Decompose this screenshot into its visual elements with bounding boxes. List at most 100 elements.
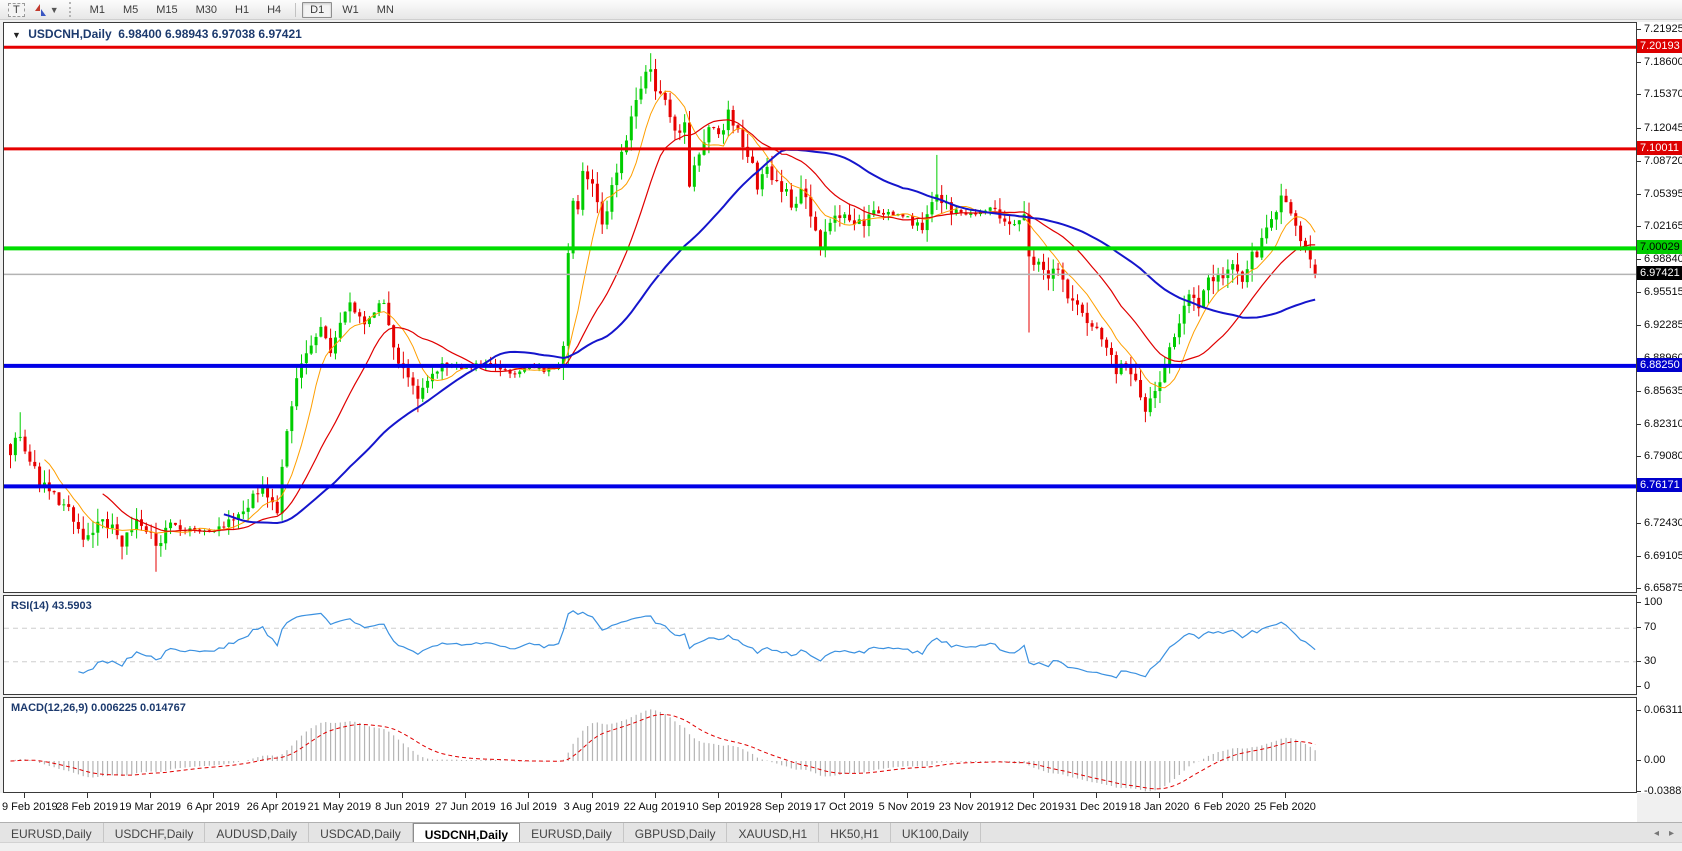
candle-body <box>241 511 245 515</box>
candle-body <box>1071 298 1075 301</box>
chart-tab-eurusd-daily[interactable]: EURUSD,Daily <box>520 823 624 843</box>
axis-tick-mark <box>1637 627 1641 629</box>
candle-body <box>624 140 628 153</box>
candle-body <box>629 116 633 141</box>
chart-tab-audusd-daily[interactable]: AUDUSD,Daily <box>205 823 310 843</box>
candle-body <box>135 518 139 531</box>
chart-tab-usdcnh-daily[interactable]: USDCNH,Daily <box>412 823 521 843</box>
timeframe-button-mn[interactable]: MN <box>376 3 394 16</box>
candle-body <box>1017 220 1021 225</box>
candle-body <box>76 522 80 529</box>
date-tick-label: 17 Oct 2019 <box>813 801 874 813</box>
timeframe-button-h4[interactable]: H4 <box>267 3 282 16</box>
toolbar-grip[interactable] <box>68 2 75 17</box>
candle-body <box>159 543 163 547</box>
chart-tab-eurusd-daily[interactable]: EURUSD,Daily <box>0 823 104 843</box>
candle-body <box>537 367 541 369</box>
candle-body <box>959 209 963 213</box>
date-tick-label: 28 Sep 2019 <box>749 801 812 813</box>
candle-body <box>329 337 333 354</box>
rsi-canvas[interactable] <box>4 596 1636 694</box>
main-chart-panel[interactable]: ▼ USDCNH,Daily 6.98400 6.98943 6.97038 6… <box>3 22 1637 593</box>
date-tick-label: 5 Nov 2019 <box>878 801 935 813</box>
timeframe-button-m30[interactable]: M30 <box>195 3 218 16</box>
candle-body <box>232 519 236 521</box>
collapse-arrow-icon[interactable]: ▼ <box>12 30 21 40</box>
candle-body <box>949 202 953 214</box>
arrow-style-button[interactable]: ▼ <box>31 2 61 18</box>
candle-body <box>780 181 784 192</box>
candle-body <box>222 526 226 528</box>
candle-body <box>1124 363 1128 365</box>
chart-tab-hk50-h1[interactable]: HK50,H1 <box>819 823 891 843</box>
candle-body <box>644 71 648 89</box>
date-tick-mark <box>276 793 278 798</box>
timeframe-button-m15[interactable]: M15 <box>156 3 178 16</box>
chart-tab-uk100-daily[interactable]: UK100,Daily <box>891 823 981 843</box>
price-tick-label: 6.82310 <box>1644 418 1682 431</box>
candle-body <box>1303 240 1307 247</box>
candle-body <box>867 214 871 227</box>
rsi-tick-label: 100 <box>1644 596 1663 608</box>
candle-body <box>673 116 677 131</box>
candle-body <box>236 514 240 520</box>
price-axis[interactable]: 7.21925 7.18600 7.15370 7.12045 7.08720 7.053… <box>1637 22 1682 797</box>
date-tick-label: 22 Aug 2019 <box>623 801 686 813</box>
timeframe-button-d1[interactable]: D1 <box>302 1 333 18</box>
timeframe-button-m5[interactable]: M5 <box>122 3 139 16</box>
candle-body <box>1289 202 1293 214</box>
date-tick-label: 21 May 2019 <box>307 801 372 813</box>
candle-body <box>911 216 915 226</box>
moving-average-20 <box>102 119 1316 533</box>
text-tool-button[interactable]: T <box>8 2 25 17</box>
date-tick-label: 31 Dec 2019 <box>1064 801 1128 813</box>
date-tick-label: 6 Apr 2019 <box>186 801 240 813</box>
tab-scroll-right-icon[interactable]: ▸ <box>1668 827 1674 839</box>
axis-tick-mark <box>1637 602 1641 603</box>
macd-canvas[interactable] <box>4 698 1636 792</box>
tab-scroll-left-icon[interactable]: ◂ <box>1653 827 1659 839</box>
candle-body <box>275 501 279 514</box>
candle-body <box>1056 268 1060 270</box>
rsi-panel[interactable]: RSI(14) 43.5903 <box>3 595 1637 695</box>
timeframe-button-w1[interactable]: W1 <box>342 3 359 16</box>
candle-body <box>435 371 439 374</box>
candle-body <box>741 129 745 148</box>
candle-body <box>421 387 425 399</box>
rsi-line <box>78 610 1316 679</box>
arrows-icon <box>34 3 46 16</box>
date-axis[interactable]: 9 Feb 2019 28 Feb 2019 19 Mar 2019 6 Apr 20… <box>0 793 1637 822</box>
candle-body <box>1231 264 1235 270</box>
main-chart-canvas[interactable] <box>4 23 1636 592</box>
candle-body <box>1202 290 1206 309</box>
chart-tab-gbpusd-daily[interactable]: GBPUSD,Daily <box>624 823 728 843</box>
candle-body <box>57 492 61 505</box>
chart-tab-usdchf-daily[interactable]: USDCHF,Daily <box>104 823 206 843</box>
candle-body <box>1192 294 1196 298</box>
candle-body <box>67 504 71 507</box>
candle-body <box>164 527 168 544</box>
candle-body <box>130 530 134 533</box>
candle-body <box>760 174 764 190</box>
candle-body <box>707 127 711 143</box>
chart-tab-usdcad-daily[interactable]: USDCAD,Daily <box>309 823 413 843</box>
timeframe-button-m1[interactable]: M1 <box>89 3 105 16</box>
candle-body <box>91 532 95 536</box>
date-tick-mark <box>150 793 152 798</box>
rsi-tick-label: 70 <box>1644 621 1657 634</box>
axis-tick-mark <box>1637 390 1641 392</box>
candle-body <box>843 214 847 219</box>
candle-body <box>416 385 420 399</box>
candle-body <box>1066 279 1070 299</box>
timeframe-button-h1[interactable]: H1 <box>235 3 250 16</box>
candle-body <box>755 162 759 190</box>
candle-body <box>1100 328 1104 340</box>
candle-body <box>1265 227 1269 239</box>
price-tick-label: 7.02165 <box>1644 220 1682 233</box>
candle-body <box>581 170 585 210</box>
macd-panel[interactable]: MACD(12,26,9) 0.006225 0.014767 <box>3 697 1637 793</box>
candle-body <box>178 525 182 530</box>
chart-tab-xauusd-h1[interactable]: XAUUSD,H1 <box>727 823 820 843</box>
candle-body <box>925 214 929 231</box>
candle-body <box>736 125 740 130</box>
